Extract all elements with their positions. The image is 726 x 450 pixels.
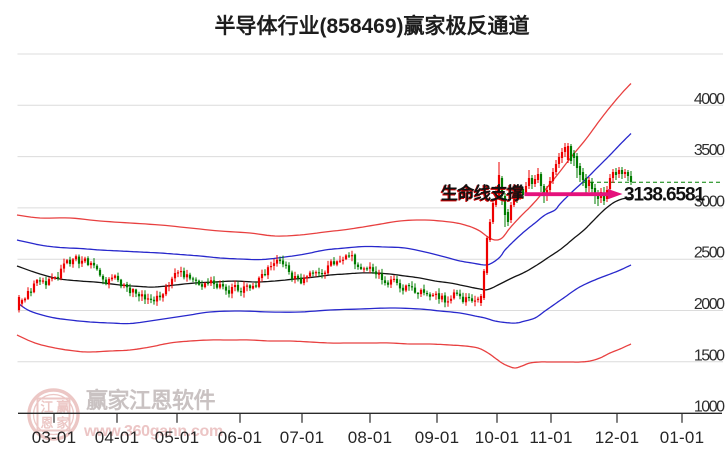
svg-text:07-01: 07-01 <box>280 428 324 447</box>
svg-text:2500: 2500 <box>694 245 725 262</box>
svg-text:11-01: 11-01 <box>529 428 572 447</box>
svg-text:半导体行业(858469)赢家极反通道: 半导体行业(858469)赢家极反通道 <box>214 14 529 38</box>
svg-text:1500: 1500 <box>694 347 725 364</box>
svg-text:生命线支撑: 生命线支撑 <box>441 183 524 203</box>
svg-text:赢家江恩软件: 赢家江恩软件 <box>86 388 216 413</box>
svg-text:4000: 4000 <box>694 91 725 108</box>
svg-text:1000: 1000 <box>694 399 725 416</box>
svg-text:家: 家 <box>56 416 70 431</box>
svg-text:05-01: 05-01 <box>155 428 199 447</box>
svg-text:04-01: 04-01 <box>95 428 139 447</box>
svg-text:10-01: 10-01 <box>475 428 519 447</box>
svg-text:03-01: 03-01 <box>32 428 76 447</box>
svg-text:赢: 赢 <box>56 400 69 415</box>
svg-text:3138.6581: 3138.6581 <box>624 185 705 206</box>
svg-text:江: 江 <box>40 400 53 415</box>
svg-text:生命线支撑: 生命线支撑 <box>440 184 523 204</box>
svg-text:06-01: 06-01 <box>218 428 262 447</box>
svg-text:01-01: 01-01 <box>660 428 704 447</box>
svg-text:3500: 3500 <box>694 142 725 159</box>
svg-text:2000: 2000 <box>694 296 725 313</box>
svg-text:www.360gann.com: www.360gann.com <box>83 423 223 440</box>
svg-text:08-01: 08-01 <box>348 428 392 447</box>
svg-text:3000: 3000 <box>694 193 725 210</box>
svg-text:12-01: 12-01 <box>595 428 639 447</box>
svg-text:09-01: 09-01 <box>415 428 459 447</box>
svg-text:恩: 恩 <box>40 416 53 431</box>
